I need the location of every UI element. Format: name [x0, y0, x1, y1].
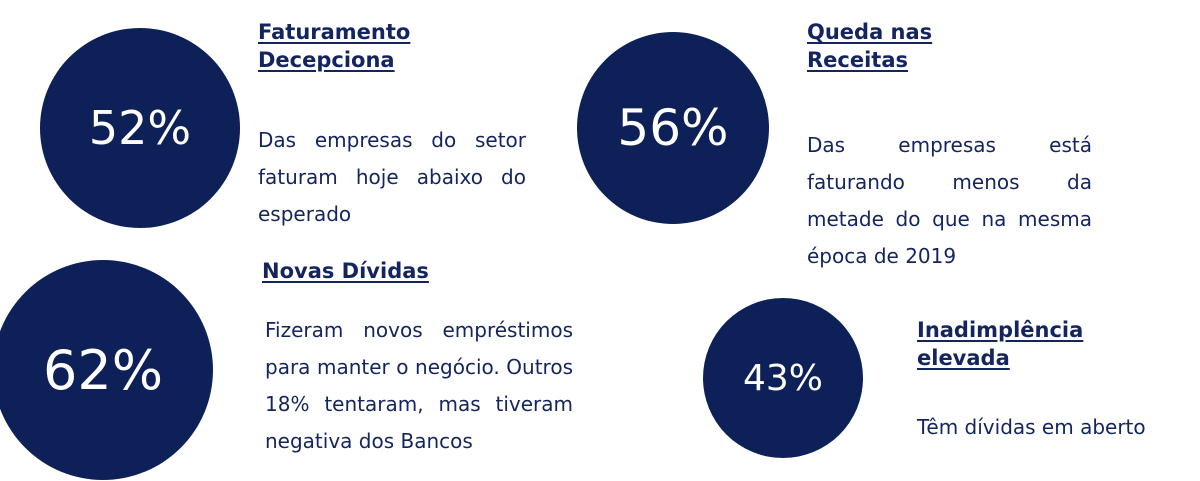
stat-description: Das empresas está faturando menos da met… — [807, 133, 1092, 268]
stat-title: Queda nas Receitas — [807, 20, 933, 72]
stat-value: 62% — [42, 338, 164, 402]
stat-title: Faturamento Decepciona — [258, 20, 411, 72]
stat-circle: 62% — [0, 260, 213, 480]
stat-circle: 43% — [703, 298, 863, 458]
stat-value: 43% — [742, 357, 823, 399]
stat-circle: 52% — [40, 28, 240, 228]
stat-circle: 56% — [577, 32, 769, 224]
stat-value: 52% — [88, 101, 192, 155]
stat-title: Novas Dívidas — [262, 259, 429, 283]
stat-description: Das empresas do setor faturam hoje abaix… — [258, 128, 526, 226]
stat-description: Fizeram novos empréstimos para manter o … — [265, 318, 573, 453]
stat-value: 56% — [617, 99, 729, 157]
stat-description: Têm dívidas em aberto — [917, 415, 1146, 439]
stat-title: Inadimplência elevada — [917, 318, 1084, 370]
